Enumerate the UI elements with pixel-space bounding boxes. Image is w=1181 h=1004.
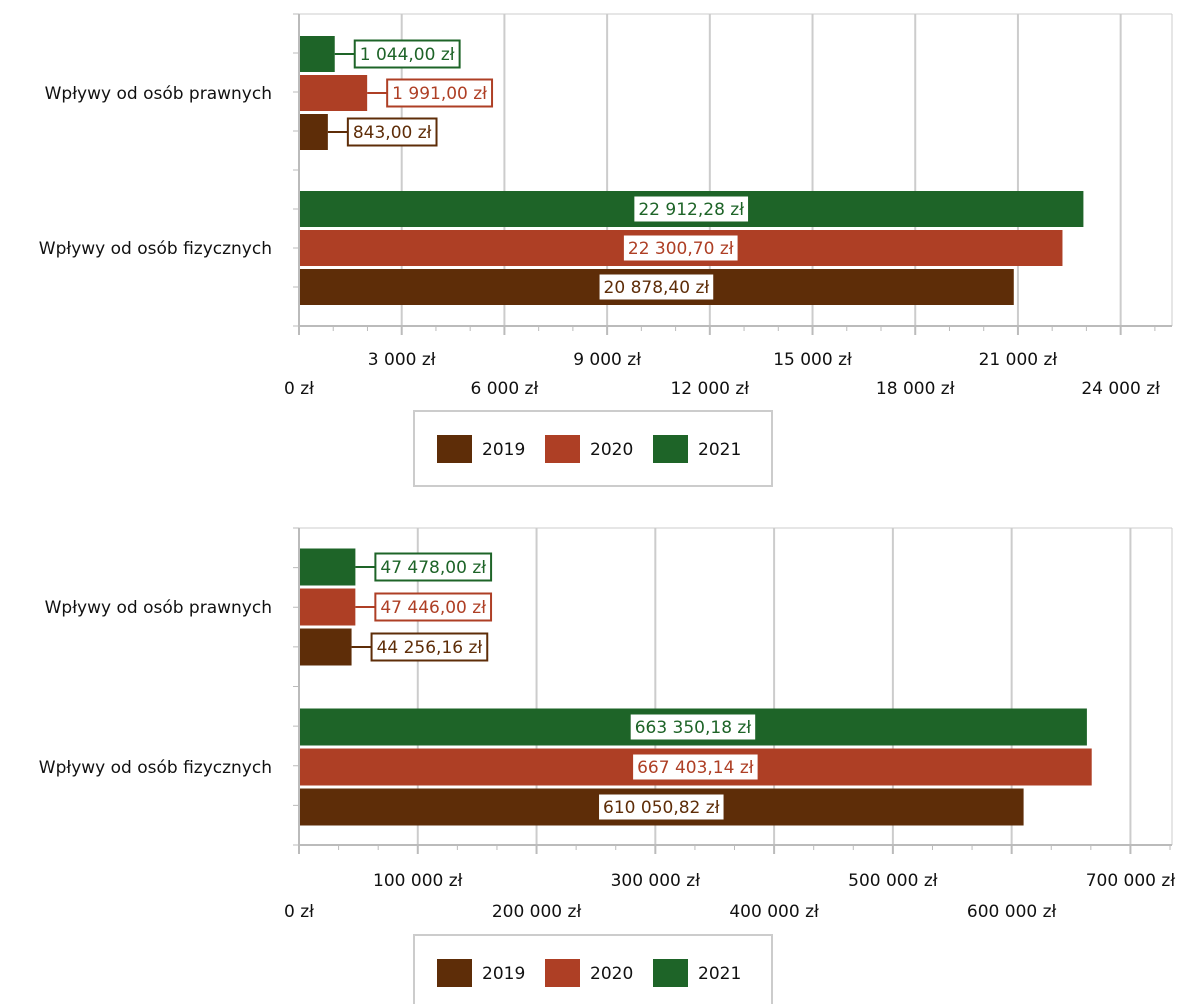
bar-2019 (300, 628, 352, 666)
bar-2020 (300, 75, 368, 111)
chart-2: 0 zł 100 000 zł 200 000 zł 300 000 zł 400 00… (39, 527, 1176, 1004)
data-label: 667 403,14 zł (637, 758, 754, 778)
data-label-box (386, 78, 494, 108)
data-label: 22 912,28 zł (638, 200, 744, 220)
x-tick-label: 9 000 zł (573, 350, 641, 370)
data-label-box (621, 233, 740, 263)
data-label: 47 446,00 zł (380, 598, 486, 618)
data-label-box (597, 272, 716, 302)
x-tick-label: 300 000 zł (611, 871, 701, 891)
legend-swatch-2019 (437, 959, 472, 987)
category-label: Wpływy od osób prawnych (45, 84, 272, 104)
legend-label: 2019 (482, 440, 525, 460)
legend: 2019 2020 2021 (413, 934, 773, 1004)
x-tick-label: 500 000 zł (848, 871, 938, 891)
x-tick-label: 700 000 zł (1086, 871, 1176, 891)
data-label-box (353, 39, 461, 69)
x-tick-label: 100 000 zł (373, 871, 463, 891)
x-tick-label: 200 000 zł (492, 902, 582, 922)
bar-2019 (300, 114, 328, 150)
x-tick-label: 12 000 zł (670, 379, 749, 399)
data-label: 1 044,00 zł (360, 45, 455, 65)
data-label: 20 878,40 zł (604, 278, 710, 298)
category-label: Wpływy od osób prawnych (45, 598, 272, 618)
legend-item-2019[interactable]: 2019 (437, 435, 525, 463)
legend: 2019 2020 2021 (413, 410, 773, 487)
data-label-box (597, 792, 726, 822)
legend-frame (413, 410, 773, 487)
legend-swatch-2019 (437, 435, 472, 463)
category-label: Wpływy od osób fizycznych (39, 758, 272, 778)
chart-1: 0 zł 3 000 zł 6 000 zł 9 000 zł 12 000 zł 15 … (39, 13, 1173, 487)
x-tick-label: 18 000 zł (876, 379, 955, 399)
data-label-box (374, 592, 493, 622)
legend-item-2021[interactable]: 2021 (653, 435, 741, 463)
data-label-box (374, 552, 493, 582)
legend-label: 2020 (590, 440, 633, 460)
bar-2020 (300, 588, 356, 626)
legend-swatch-2020 (545, 435, 580, 463)
x-tick-label: 15 000 zł (773, 350, 852, 370)
data-label-box (632, 194, 751, 224)
data-label-box (631, 752, 760, 782)
x-tick-label: 0 zł (284, 902, 314, 922)
x-tick-label: 6 000 zł (470, 379, 538, 399)
legend-frame (413, 934, 773, 1004)
data-label: 1 991,00 zł (392, 84, 487, 104)
bar-2021 (300, 548, 356, 586)
x-tick-label: 0 zł (284, 379, 314, 399)
data-label: 610 050,82 zł (603, 798, 720, 818)
data-label-box (628, 712, 758, 742)
legend-item-2019[interactable]: 2019 (437, 959, 525, 987)
legend-item-2021[interactable]: 2021 (653, 959, 741, 987)
legend-swatch-2021 (653, 959, 688, 987)
x-tick-label: 600 000 zł (967, 902, 1057, 922)
data-label: 843,00 zł (353, 123, 432, 143)
legend-label: 2019 (482, 964, 525, 984)
x-tick-label: 24 000 zł (1081, 379, 1160, 399)
legend-label: 2021 (698, 440, 741, 460)
x-tick-label: 21 000 zł (979, 350, 1058, 370)
category-label: Wpływy od osób fizycznych (39, 239, 272, 259)
data-label: 47 478,00 zł (380, 558, 486, 578)
data-label: 44 256,16 zł (377, 638, 483, 658)
bar-2021 (300, 36, 335, 72)
legend-item-2020[interactable]: 2020 (545, 959, 633, 987)
legend-label: 2021 (698, 964, 741, 984)
data-label: 663 350,18 zł (635, 718, 752, 738)
data-label-box (346, 117, 438, 147)
legend-item-2020[interactable]: 2020 (545, 435, 633, 463)
x-tick-label: 400 000 zł (729, 902, 819, 922)
data-label-box (370, 632, 489, 662)
legend-label: 2020 (590, 964, 633, 984)
data-label: 22 300,70 zł (628, 239, 734, 259)
legend-swatch-2020 (545, 959, 580, 987)
x-tick-label: 3 000 zł (368, 350, 436, 370)
legend-swatch-2021 (653, 435, 688, 463)
